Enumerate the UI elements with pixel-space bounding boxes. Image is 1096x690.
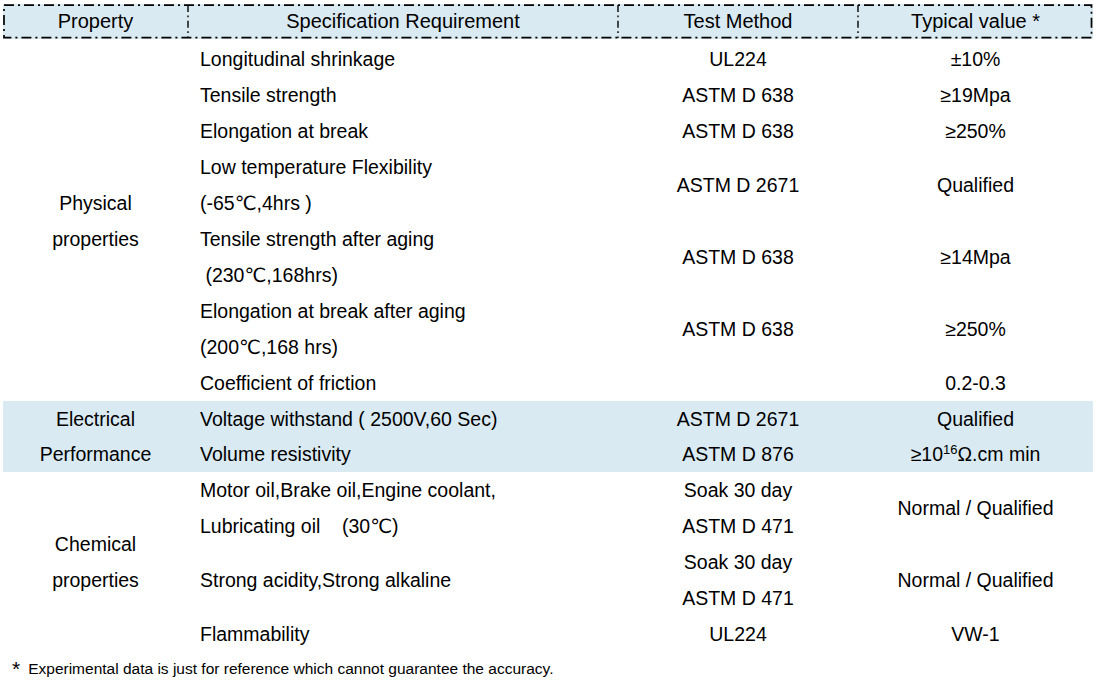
- test-low-temperature-flexibility: ASTM D 2671: [618, 149, 858, 221]
- footnote: * Experimental data is just for referenc…: [3, 659, 1096, 680]
- spec-line: (230℃,168hrs): [200, 257, 618, 293]
- spec-oil-resistance: Motor oil,Brake oil,Engine coolant, Lubr…: [188, 472, 618, 544]
- value-coefficient-of-friction: 0.2-0.3: [858, 365, 1093, 401]
- spec-low-temperature-flexibility: Low temperature Flexibility (-65℃,4hrs ): [188, 149, 618, 221]
- test-flammability: UL224: [618, 616, 858, 652]
- value-tensile-strength-after-aging: ≥14Mpa: [858, 221, 1093, 293]
- test-longitudinal-shrinkage: UL224: [618, 41, 858, 77]
- spec-volume-resistivity: Volume resistivity: [188, 437, 618, 472]
- test-elongation-after-aging: ASTM D 638: [618, 293, 858, 365]
- spec-line: (200℃,168 hrs): [200, 329, 618, 365]
- table-header-row: Property Specification Requirement Test …: [3, 4, 1093, 39]
- spec-coefficient-of-friction: Coefficient of friction: [188, 365, 618, 401]
- spec-tensile-strength: Tensile strength: [188, 77, 618, 113]
- value-flammability: VW-1: [858, 616, 1093, 652]
- group-chemical-properties: Chemical properties: [3, 472, 188, 652]
- value-elongation-at-break: ≥250%: [858, 113, 1093, 149]
- spec-line: Low temperature Flexibility: [200, 149, 618, 185]
- value-voltage-withstand: Qualified: [858, 401, 1093, 437]
- spec-line: Elongation at break after aging: [200, 293, 618, 329]
- group-label-line: properties: [3, 221, 188, 257]
- test-coefficient-of-friction: [618, 365, 858, 401]
- test-oil-resistance: Soak 30 day ASTM D 471: [618, 472, 858, 544]
- value-acid-alkaline: Normal / Qualified: [858, 544, 1093, 616]
- value-oil-resistance: Normal / Qualified: [858, 472, 1093, 544]
- value-tensile-strength: ≥19Mpa: [858, 77, 1093, 113]
- test-tensile-strength: ASTM D 638: [618, 77, 858, 113]
- column-header-typical-value: Typical value *: [858, 4, 1093, 39]
- group-label-line: Physical: [3, 185, 188, 221]
- spec-voltage-withstand: Voltage withstand ( 2500V,60 Sec): [188, 401, 618, 437]
- test-voltage-withstand: ASTM D 2671: [618, 401, 858, 437]
- spec-line: (-65℃,4hrs ): [200, 185, 618, 221]
- spec-elongation-at-break: Elongation at break: [188, 113, 618, 149]
- table-row-electrical: Electrical Performance Voltage withstand…: [3, 401, 1093, 437]
- value-low-temperature-flexibility: Qualified: [858, 149, 1093, 221]
- group-physical-properties: Physical properties: [3, 41, 188, 401]
- test-volume-resistivity: ASTM D 876: [618, 437, 858, 472]
- value-prefix: ≥10: [911, 443, 943, 465]
- spec-table: Physical properties Longitudinal shrinka…: [3, 41, 1093, 652]
- spec-line: Tensile strength after aging: [200, 221, 618, 257]
- group-label-line: properties: [3, 562, 188, 598]
- test-tensile-strength-after-aging: ASTM D 638: [618, 221, 858, 293]
- spec-line: Lubricating oil (30℃): [200, 508, 618, 544]
- footnote-text: Experimental data is just for reference …: [28, 659, 553, 679]
- group-label-line: Electrical: [3, 402, 188, 437]
- group-label-line: Performance: [3, 437, 188, 472]
- test-elongation-at-break: ASTM D 638: [618, 113, 858, 149]
- group-electrical-performance: Electrical Performance: [3, 401, 188, 472]
- group-label-line: Chemical: [3, 526, 188, 562]
- test-line: Soak 30 day: [618, 544, 858, 580]
- column-header-property: Property: [3, 4, 188, 39]
- footnote-asterisk: *: [12, 658, 20, 679]
- column-header-specification: Specification Requirement: [188, 4, 618, 39]
- spec-elongation-after-aging: Elongation at break after aging (200℃,16…: [188, 293, 618, 365]
- value-suffix: Ω.cm min: [958, 443, 1041, 465]
- test-line: Soak 30 day: [618, 472, 858, 508]
- test-line: ASTM D 471: [618, 580, 858, 616]
- page: Property Specification Requirement Test …: [0, 0, 1096, 680]
- spec-acid-alkaline: Strong acidity,Strong alkaline: [188, 544, 618, 616]
- spec-tensile-strength-after-aging: Tensile strength after aging (230℃,168hr…: [188, 221, 618, 293]
- test-line: ASTM D 471: [618, 508, 858, 544]
- value-exponent: 16: [943, 442, 957, 457]
- spec-line: Motor oil,Brake oil,Engine coolant,: [200, 472, 618, 508]
- spec-flammability: Flammability: [188, 616, 618, 652]
- test-acid-alkaline: Soak 30 day ASTM D 471: [618, 544, 858, 616]
- spec-longitudinal-shrinkage: Longitudinal shrinkage: [188, 41, 618, 77]
- table-row: Physical properties Longitudinal shrinka…: [3, 41, 1093, 77]
- column-header-test-method: Test Method: [618, 4, 858, 39]
- table-row: Chemical properties Motor oil,Brake oil,…: [3, 472, 1093, 544]
- value-longitudinal-shrinkage: ±10%: [858, 41, 1093, 77]
- value-elongation-after-aging: ≥250%: [858, 293, 1093, 365]
- value-volume-resistivity: ≥1016Ω.cm min: [858, 437, 1093, 472]
